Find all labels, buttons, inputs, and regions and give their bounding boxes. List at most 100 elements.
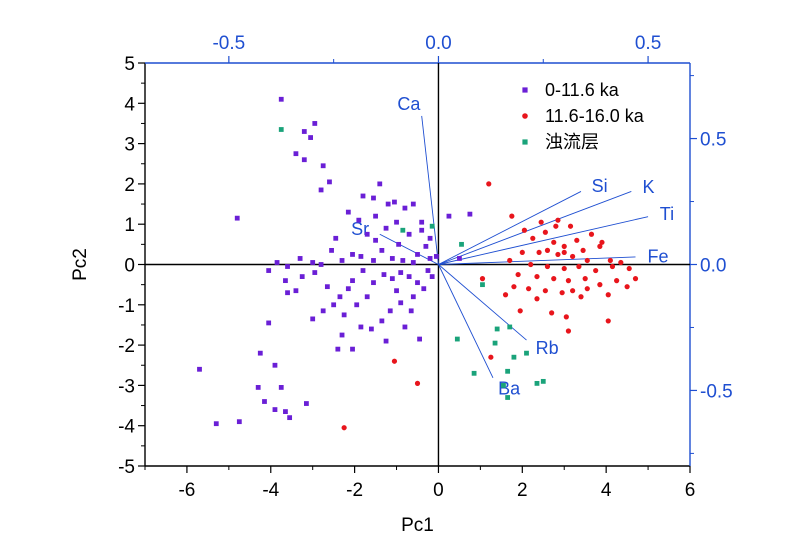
point-series-2 [561, 243, 567, 249]
point-series-1 [425, 268, 431, 273]
point-series-2 [570, 253, 576, 260]
point-series-1 [457, 256, 462, 261]
point-series-1 [285, 290, 290, 296]
point-series-1 [392, 199, 397, 205]
point-series-2 [605, 292, 611, 298]
point-series-1 [364, 294, 370, 300]
point-series-1 [339, 332, 345, 338]
point-series-1 [394, 219, 399, 225]
y-tick-label: 1 [124, 215, 135, 236]
point-series-2 [605, 318, 611, 324]
point-series-2 [341, 425, 347, 431]
point-series-1 [419, 219, 425, 225]
point-series-2 [561, 249, 567, 256]
point-series-1 [293, 151, 299, 157]
point-series-3 [524, 350, 529, 356]
point-series-1 [389, 276, 395, 282]
point-series-2 [632, 276, 639, 282]
y-tick-label: 0 [124, 256, 135, 277]
point-series-1 [402, 324, 408, 330]
point-series-1 [350, 346, 355, 352]
point-series-1 [337, 294, 343, 300]
point-series-2 [502, 292, 509, 298]
point-series-1 [410, 294, 416, 300]
point-series-2 [511, 284, 517, 290]
legend-label-1: 0-11.6 ka [545, 80, 620, 100]
point-series-1 [310, 260, 316, 265]
point-series-1 [429, 274, 435, 279]
loading-label-ti: Ti [660, 204, 674, 224]
point-series-2 [584, 286, 590, 292]
top-tick-label: 0.0 [425, 33, 451, 54]
point-series-2 [567, 223, 574, 229]
point-series-1 [331, 302, 337, 308]
point-series-2 [565, 278, 572, 284]
loading-vector-si [438, 191, 582, 265]
loading-vector-ca [421, 115, 439, 265]
point-series-2 [534, 296, 540, 302]
loading-vector-ti [438, 216, 649, 265]
point-series-1 [350, 252, 355, 257]
y-tick-label: -2 [118, 336, 135, 357]
point-series-3 [494, 326, 500, 332]
legend-marker-3 [522, 139, 528, 145]
point-series-3 [278, 127, 284, 132]
point-series-2 [588, 231, 595, 237]
y-tick-label: -5 [118, 457, 135, 478]
point-series-1 [410, 260, 416, 265]
point-series-1 [360, 268, 366, 273]
point-series-1 [255, 385, 261, 390]
y-tick-label: -1 [118, 296, 135, 317]
point-series-1 [335, 346, 341, 352]
point-series-2 [515, 271, 521, 278]
point-series-1 [379, 318, 385, 324]
point-series-2 [486, 181, 492, 187]
x-tick-label: -4 [262, 480, 279, 501]
point-series-2 [536, 249, 542, 256]
loading-vector-ba [438, 264, 494, 379]
loading-vector-k [438, 191, 632, 265]
right-tick-label: -0.5 [700, 381, 733, 402]
point-series-1 [408, 308, 414, 314]
point-series-1 [318, 262, 324, 267]
point-series-1 [373, 237, 378, 243]
point-series-2 [607, 257, 613, 264]
loading-label-rb: Rb [536, 338, 559, 358]
point-series-2 [538, 219, 544, 225]
point-series-2 [561, 265, 567, 272]
point-series-1 [301, 157, 307, 163]
point-series-1 [406, 231, 412, 237]
x-tick-label: 0 [433, 480, 444, 501]
point-series-2 [542, 288, 548, 294]
point-series-2 [597, 282, 603, 288]
point-series-1 [333, 235, 339, 241]
point-series-1 [368, 326, 374, 332]
point-series-1 [389, 256, 395, 261]
point-series-2 [414, 380, 421, 386]
point-series-1 [272, 407, 278, 412]
point-series-3 [459, 241, 464, 247]
point-series-2 [624, 284, 630, 290]
point-series-1 [329, 247, 334, 253]
point-series-1 [387, 308, 393, 314]
point-series-1 [467, 211, 473, 217]
point-series-1 [381, 272, 387, 277]
point-series-2 [578, 294, 584, 300]
point-series-1 [283, 278, 288, 284]
point-series-1 [373, 213, 378, 219]
point-series-1 [350, 278, 355, 284]
point-series-2 [599, 239, 605, 245]
point-series-2 [593, 267, 599, 274]
point-series-1 [278, 385, 284, 390]
y-tick-label: 2 [124, 175, 135, 196]
point-series-3 [454, 336, 460, 342]
point-series-2 [597, 243, 603, 249]
point-series-1 [304, 401, 309, 406]
point-series-1 [423, 243, 429, 249]
point-series-1 [213, 421, 219, 427]
point-series-2 [488, 354, 494, 360]
point-series-1 [356, 217, 362, 223]
x-axis-title: Pc1 [401, 515, 434, 536]
point-series-3 [471, 370, 477, 376]
